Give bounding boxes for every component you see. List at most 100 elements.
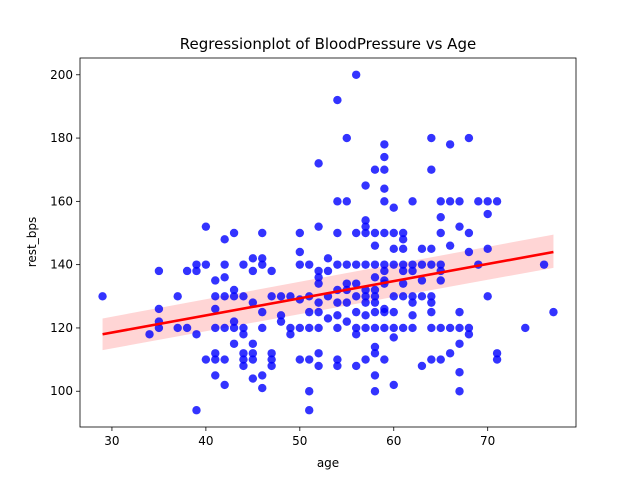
scatter-point [305, 307, 314, 317]
scatter-point [539, 260, 549, 269]
scatter-point [286, 323, 295, 333]
scatter-point [211, 371, 220, 380]
scatter-point [323, 266, 333, 276]
scatter-point [314, 307, 323, 317]
scatter-point [427, 244, 436, 254]
scatter-point [427, 292, 436, 301]
scatter-point [445, 323, 455, 333]
scatter-point [361, 222, 370, 231]
scatter-point [267, 361, 276, 371]
scatter-point [220, 235, 229, 244]
scatter-point [351, 361, 361, 371]
scatter-point [305, 387, 314, 396]
scatter-point [248, 355, 258, 364]
scatter-point [333, 311, 342, 320]
y-tick-label: 100 [50, 384, 73, 398]
scatter-point [483, 197, 492, 206]
scatter-point [389, 307, 398, 317]
scatter-point [276, 292, 286, 301]
scatter-point [445, 349, 455, 358]
y-tick-label: 200 [50, 68, 73, 82]
scatter-point [455, 222, 464, 231]
scatter-point [314, 222, 323, 231]
scatter-point [258, 371, 267, 380]
regression-line-layer [102, 250, 554, 336]
scatter-point [314, 349, 323, 358]
scatter-point [211, 349, 220, 358]
scatter-point [305, 406, 314, 415]
scatter-point [427, 323, 436, 333]
scatter-point [351, 323, 361, 333]
scatter-point [305, 323, 314, 333]
scatter-point [342, 317, 351, 326]
scatter-point [333, 361, 342, 371]
scatter-point [314, 273, 323, 282]
scatter-point [549, 307, 558, 317]
scatter-point [464, 228, 474, 238]
scatter-point [192, 330, 201, 339]
scatter-point [370, 292, 380, 301]
scatter-point [342, 133, 351, 143]
scatter-point [229, 339, 239, 348]
scatter-point [351, 330, 361, 339]
scatter-point [380, 260, 389, 269]
scatter-point [351, 279, 361, 288]
scatter-point [342, 279, 351, 288]
scatter-point [305, 355, 314, 364]
scatter-point [427, 165, 436, 174]
scatter-point [398, 266, 408, 276]
scatter-point [220, 260, 229, 269]
scatter-point [239, 260, 248, 269]
scatter-point [333, 95, 342, 105]
scatter-point [417, 244, 427, 254]
scatter-point [351, 292, 361, 301]
scatter-point [408, 298, 417, 307]
scatter-point [314, 323, 323, 333]
scatter-point [455, 368, 464, 377]
scatter-point [314, 361, 323, 371]
scatter-point [220, 292, 229, 301]
scatter-point [267, 292, 276, 301]
scatter-point [380, 266, 389, 276]
scatter-point [258, 254, 267, 263]
y-axis-label: rest_bps [25, 217, 39, 268]
scatter-point [389, 228, 398, 238]
scatter-point [258, 323, 267, 333]
scatter-point [351, 307, 361, 317]
scatter-point [267, 355, 276, 364]
scatter-point [380, 184, 389, 193]
y-ticks: 100 120 140 160 180 200 [50, 68, 80, 398]
scatter-point [239, 330, 248, 339]
scatter-point [389, 333, 398, 342]
scatter-point [361, 355, 370, 364]
scatter-point [276, 317, 286, 326]
scatter-point [361, 181, 370, 190]
scatter-point [154, 304, 164, 314]
scatter-point [389, 244, 398, 254]
scatter-point [380, 140, 389, 149]
scatter-point [333, 355, 342, 364]
scatter-point [145, 330, 154, 339]
scatter-point [258, 307, 267, 317]
scatter-point [464, 330, 474, 339]
scatter-point [295, 260, 305, 269]
scatter-point [211, 276, 220, 285]
scatter-point [380, 228, 389, 238]
scatter-point [408, 197, 417, 206]
scatter-point [154, 266, 164, 276]
scatter-point [474, 197, 483, 206]
scatter-point [182, 323, 192, 333]
regression-line [102, 250, 554, 336]
scatter-point [370, 165, 380, 174]
scatter-point [248, 339, 258, 348]
scatter-point [483, 292, 492, 301]
scatter-point [220, 323, 229, 333]
scatter-point [305, 260, 314, 269]
scatter-point [436, 228, 445, 238]
scatter-point [173, 292, 182, 301]
scatter-point [380, 197, 389, 206]
scatter-point [521, 323, 530, 333]
scatter-point [314, 266, 323, 276]
scatter-point [258, 260, 267, 269]
